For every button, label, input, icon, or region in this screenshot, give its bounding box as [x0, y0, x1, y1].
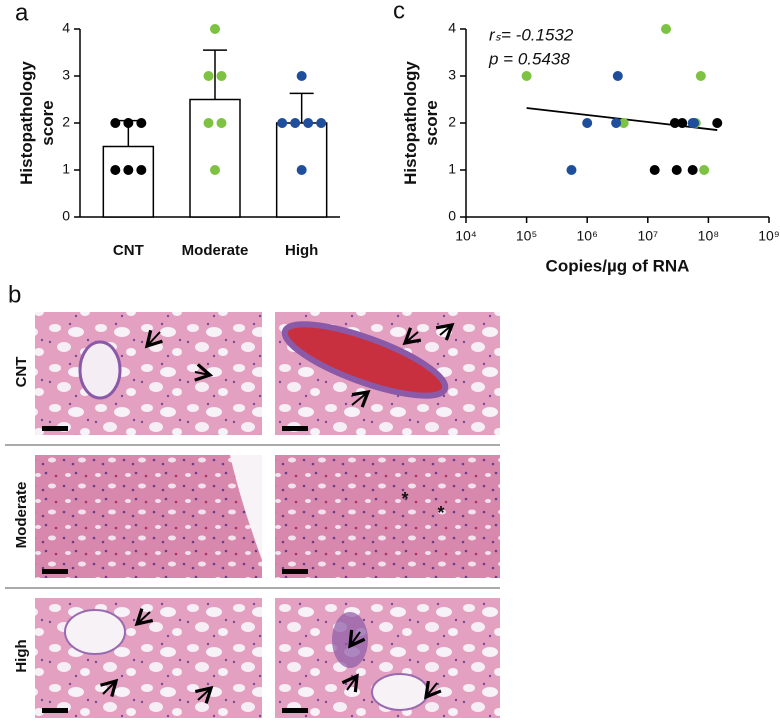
asterisk: * [401, 489, 408, 509]
annotation: p = 0.5438 [488, 49, 570, 68]
data-point [203, 71, 214, 81]
y-tick-label: 0 [448, 208, 456, 224]
annotation: rₛ= -0.1532 [489, 25, 574, 44]
micrographs [5, 312, 500, 718]
data-point [566, 165, 577, 175]
x-tick-label: 10⁸ [698, 228, 720, 244]
data-point [290, 118, 301, 128]
data-point [277, 118, 288, 128]
data-point [661, 24, 672, 34]
data-point [689, 118, 700, 128]
y-tick-label: 4 [62, 20, 70, 36]
y-axis-label-line: score [38, 100, 57, 145]
x-tick-label: 10⁹ [758, 228, 780, 244]
data-point [677, 118, 688, 128]
data-point [216, 71, 227, 81]
y-tick-label: 3 [448, 67, 456, 83]
data-point [671, 165, 682, 175]
data-point [687, 165, 698, 175]
data-point [316, 118, 327, 128]
micrograph [275, 455, 500, 578]
data-point [123, 118, 134, 128]
data-point [618, 118, 629, 128]
panel-label: c [393, 0, 405, 24]
x-tick-label: High [285, 242, 318, 259]
y-axis-label: Histopathology score [401, 61, 441, 185]
y-tick-label: 2 [62, 114, 70, 130]
data-point [296, 71, 307, 81]
data-point [612, 71, 623, 81]
x-tick-label: 10⁴ [455, 228, 477, 244]
bar [189, 98, 241, 218]
data-point [611, 118, 622, 128]
row-label: Moderate [13, 482, 30, 549]
x-tick-label: 10⁶ [577, 228, 598, 244]
data-point [296, 165, 307, 175]
data-point [203, 118, 214, 128]
panel-label: b [8, 281, 21, 308]
data-point [649, 165, 660, 175]
data-point [110, 118, 121, 128]
data-point [303, 118, 314, 128]
x-tick-label: 10⁷ [637, 228, 658, 244]
x-tick-label: Moderate [182, 242, 249, 259]
y-axis-label: Histopathology score [17, 61, 57, 185]
y-axis-label-line: Histopathology [17, 61, 36, 185]
data-point [210, 165, 220, 175]
asterisk: * [437, 503, 444, 523]
y-axis-label-line: score [422, 100, 441, 145]
x-tick-label: CNT [113, 242, 144, 259]
panel-label: a [15, 0, 29, 26]
data-point [216, 118, 227, 128]
data-point [136, 165, 147, 175]
y-tick-label: 2 [448, 114, 456, 130]
y-axis-label-line: Histopathology [401, 61, 420, 185]
bar [102, 145, 155, 218]
y-tick-label: 0 [62, 208, 70, 224]
data-point [695, 71, 706, 81]
micrograph [35, 312, 262, 435]
y-tick-label: 1 [62, 161, 70, 177]
data-point [582, 118, 593, 128]
row-label: High [13, 639, 30, 672]
data-point [521, 71, 532, 81]
data-point [136, 118, 147, 128]
y-tick-label: 1 [448, 161, 456, 177]
data-point [210, 24, 220, 34]
y-tick-label: 3 [62, 67, 70, 83]
micrograph [35, 455, 262, 578]
data-point [712, 118, 723, 128]
micrograph [35, 598, 262, 718]
data-point [699, 165, 710, 175]
data-point [669, 118, 680, 128]
x-tick-label: 10⁵ [516, 228, 537, 244]
data-point [110, 165, 121, 175]
y-tick-label: 4 [448, 20, 456, 36]
x-axis-label: Copies/µg of RNA [546, 256, 690, 275]
data-point [123, 165, 134, 175]
row-label: CNT [13, 357, 30, 388]
